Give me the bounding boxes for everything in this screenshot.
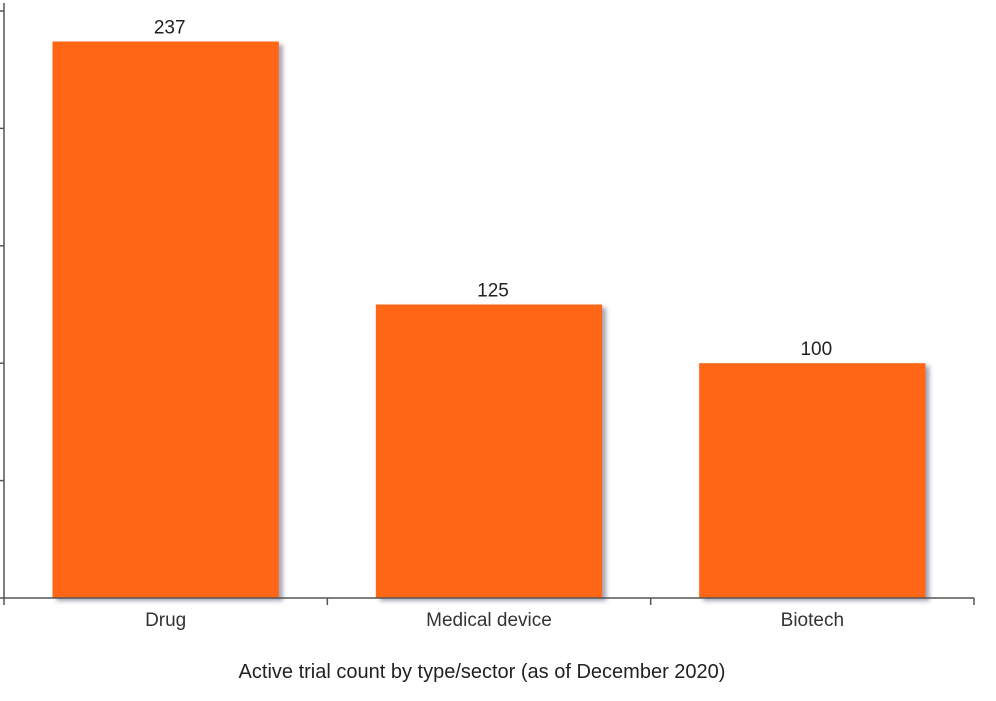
data-label-biotech: 100 bbox=[800, 339, 832, 360]
y-axis bbox=[0, 3, 5, 599]
x-tick-label-drug: Drug bbox=[145, 610, 186, 631]
bar-biotech[interactable] bbox=[699, 363, 926, 598]
bars bbox=[52, 41, 926, 599]
data-label-medical-device: 125 bbox=[477, 281, 509, 302]
data-labels: 237 125 100 bbox=[154, 18, 832, 361]
x-axis: Drug Medical device Biotech bbox=[3, 597, 975, 631]
data-label-drug: 237 bbox=[154, 18, 186, 39]
x-tick-label-medical-device: Medical device bbox=[426, 610, 552, 631]
bar-medical-device[interactable] bbox=[375, 304, 603, 599]
x-axis-title: Active trial count by type/sector (as of… bbox=[239, 661, 726, 683]
bar-drug[interactable] bbox=[52, 41, 279, 599]
x-tick-label-biotech: Biotech bbox=[781, 610, 844, 631]
